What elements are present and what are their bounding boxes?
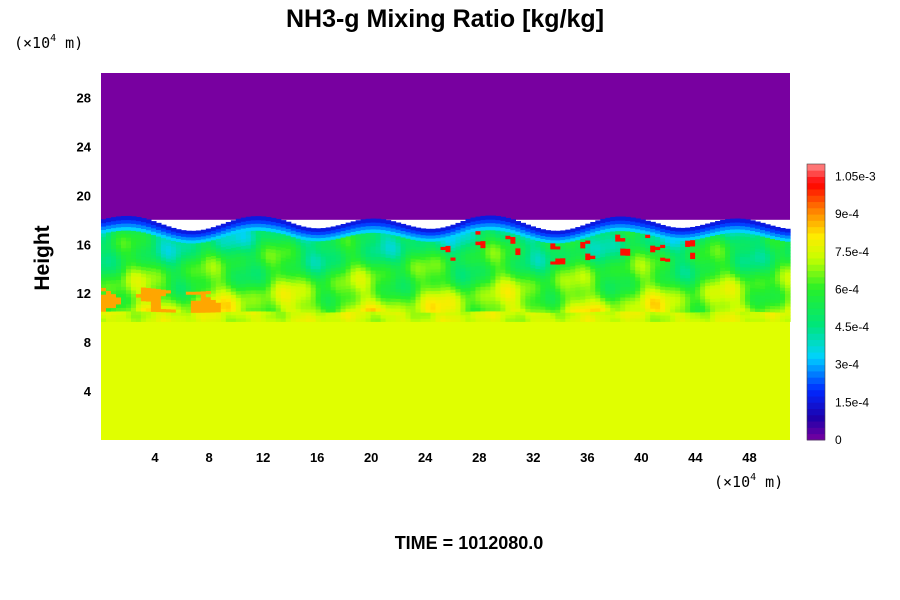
colorbar-segment xyxy=(807,427,825,435)
colorbar-segment xyxy=(807,214,825,221)
colorbar-segment xyxy=(807,333,825,341)
colorbar-segment xyxy=(807,289,825,297)
x-tick-label: 20 xyxy=(364,450,378,465)
plot-area xyxy=(101,73,791,440)
colorbar-segment xyxy=(807,189,825,196)
colorbar-segment xyxy=(807,402,825,410)
lower-layer xyxy=(101,311,790,440)
colorbar-segment xyxy=(807,389,825,397)
colorbar-segment xyxy=(807,201,825,209)
y-tick-label: 24 xyxy=(77,139,92,154)
colorbar-segment xyxy=(807,345,825,353)
colorbar-tick-label: 6e-4 xyxy=(835,283,859,297)
colorbar-segment xyxy=(807,314,825,322)
colorbar-segment xyxy=(807,170,825,177)
colorbar-segment xyxy=(807,245,825,253)
colorbar-segment xyxy=(807,408,825,416)
y-axis-label: Height xyxy=(31,225,54,290)
x-tick-label: 48 xyxy=(742,450,756,465)
colorbar-segment xyxy=(807,207,825,215)
colorbar-segment xyxy=(807,233,825,240)
upper-layer xyxy=(101,73,790,220)
colorbar-segment xyxy=(807,383,825,391)
y-tick-label: 4 xyxy=(84,384,92,399)
colorbar-segment xyxy=(807,396,825,403)
colorbar-segment xyxy=(807,320,825,328)
y-tick-label: 16 xyxy=(77,237,91,252)
colorbar-frame xyxy=(806,163,826,441)
chart-title: NH3-g Mixing Ratio [kg/kg] xyxy=(286,5,604,33)
colorbar-segment xyxy=(807,358,825,366)
colorbar-tick-label: 1.05e-3 xyxy=(835,170,876,184)
colorbar-segment xyxy=(807,377,825,384)
x-tick-label: 8 xyxy=(205,450,212,465)
colorbar-segment xyxy=(807,258,825,265)
colorbar-segment xyxy=(807,302,825,309)
colorbar-segment xyxy=(807,327,825,334)
colorbar-segment xyxy=(807,339,825,347)
x-tick-label: 24 xyxy=(418,450,433,465)
mixing-layer xyxy=(101,215,791,322)
colorbar-segment xyxy=(807,295,825,303)
colorbar-tick-label: 3e-4 xyxy=(835,358,859,372)
colorbar-segment xyxy=(807,433,825,441)
time-label: TIME = 1012080.0 xyxy=(395,533,544,553)
colorbar-ticks: 0 1.5e-4 3e-4 4.5e-4 6e-4 7.5e-4 9e-4 1.05e-3 xyxy=(835,170,876,448)
x-tick-label: 12 xyxy=(256,450,270,465)
colorbar-segment xyxy=(807,270,825,278)
colorbar-segment xyxy=(807,276,825,284)
colorbar-segment xyxy=(807,251,825,259)
colorbar-segment xyxy=(807,226,825,234)
colorbar-segment xyxy=(807,239,825,246)
x-axis-units: (×104 m) xyxy=(714,472,783,491)
colorbar-segment xyxy=(807,182,825,190)
colorbar-tick-label: 9e-4 xyxy=(835,207,859,221)
colorbar-segment xyxy=(807,352,825,359)
x-tick-label: 28 xyxy=(472,450,486,465)
colorbar-segment xyxy=(807,364,825,372)
y-axis-units: (×104 m) xyxy=(14,33,83,52)
x-tick-label: 4 xyxy=(151,450,159,465)
x-tick-label: 32 xyxy=(526,450,540,465)
colorbar-tick-label: 4.5e-4 xyxy=(835,320,869,334)
colorbar-tick-label: 7.5e-4 xyxy=(835,245,869,259)
y-ticks: 4 8 12 16 20 24 28 xyxy=(77,91,92,400)
y-tick-label: 20 xyxy=(77,188,91,203)
y-tick-label: 12 xyxy=(77,286,91,301)
colorbar xyxy=(806,163,826,441)
x-tick-label: 40 xyxy=(634,450,648,465)
colorbar-tick-label: 1.5e-4 xyxy=(835,395,869,409)
x-ticks: 4 8 12 16 20 24 28 32 36 40 44 48 xyxy=(151,450,756,465)
colorbar-segment xyxy=(807,195,825,203)
x-tick-label: 44 xyxy=(688,450,703,465)
colorbar-tick-label: 0 xyxy=(835,433,842,447)
x-tick-label: 16 xyxy=(310,450,324,465)
colorbar-segment xyxy=(807,308,825,315)
colorbar-segment xyxy=(807,264,825,272)
y-tick-label: 28 xyxy=(77,91,91,106)
colorbar-segment xyxy=(807,421,825,428)
colorbar-segment xyxy=(807,283,825,290)
colorbar-segment xyxy=(807,220,825,228)
colorbar-segment xyxy=(807,371,825,378)
colorbar-segment xyxy=(807,164,825,171)
y-tick-label: 8 xyxy=(84,335,91,350)
colorbar-segment xyxy=(807,414,825,422)
x-tick-label: 36 xyxy=(580,450,594,465)
colorbar-segment xyxy=(807,176,825,184)
